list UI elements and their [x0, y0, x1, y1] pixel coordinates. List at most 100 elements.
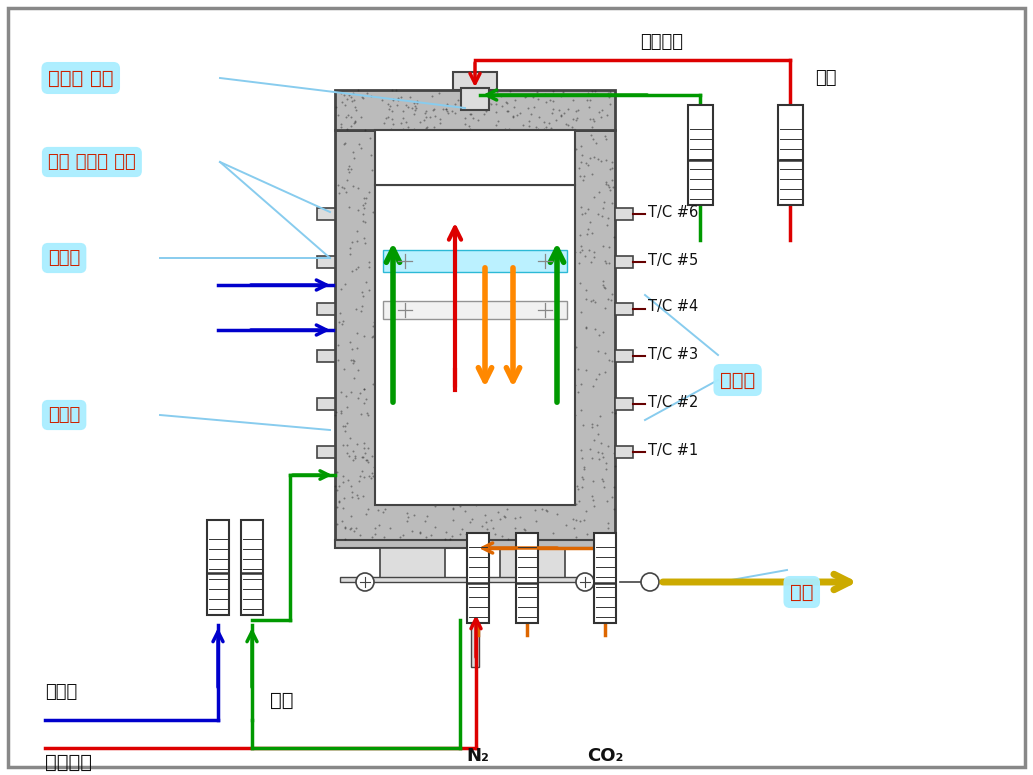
Point [349, 182, 366, 195]
Point [580, 88, 596, 100]
Point [410, 148, 427, 160]
Point [529, 86, 545, 98]
Point [583, 295, 599, 308]
Point [600, 257, 617, 270]
Point [585, 133, 601, 146]
Point [577, 157, 594, 170]
Point [526, 101, 542, 113]
Point [356, 471, 373, 484]
Point [340, 109, 356, 121]
Point [365, 329, 381, 342]
Point [489, 125, 505, 137]
Point [453, 170, 470, 183]
Point [598, 178, 615, 191]
Point [571, 277, 588, 289]
Point [365, 470, 381, 482]
Point [573, 378, 590, 391]
Point [593, 111, 609, 123]
Point [468, 499, 484, 512]
Point [577, 292, 594, 305]
Point [331, 495, 347, 508]
Point [442, 533, 459, 546]
Point [605, 446, 622, 459]
Point [571, 246, 588, 258]
Point [597, 301, 614, 314]
Point [343, 343, 359, 355]
Point [601, 98, 618, 110]
Point [354, 91, 371, 104]
Point [357, 447, 374, 460]
Point [596, 347, 613, 360]
Point [590, 446, 606, 458]
Point [355, 490, 372, 502]
Point [587, 295, 603, 308]
Point [335, 95, 351, 108]
Point [574, 473, 591, 485]
Point [354, 300, 371, 312]
Point [597, 366, 614, 378]
Point [328, 466, 345, 478]
Text: N₂: N₂ [467, 747, 490, 765]
Point [488, 119, 504, 131]
Point [328, 518, 345, 530]
Point [394, 133, 410, 146]
Point [595, 275, 612, 288]
Point [478, 523, 495, 536]
Point [553, 109, 569, 121]
Point [558, 519, 574, 532]
Point [364, 467, 380, 479]
Point [376, 131, 393, 143]
Point [577, 363, 594, 376]
Point [533, 503, 550, 515]
Bar [317, 208, 335, 220]
Point [367, 522, 383, 534]
Point [418, 171, 435, 184]
Point [605, 502, 622, 515]
Point [577, 320, 594, 332]
Point [387, 84, 404, 96]
Point [583, 256, 599, 268]
Point [416, 515, 433, 527]
Point [344, 95, 361, 107]
Point [476, 108, 493, 120]
Point [600, 532, 617, 544]
Point [597, 457, 614, 470]
Point [604, 288, 621, 300]
Point [564, 144, 581, 157]
Point [342, 336, 358, 348]
Point [353, 111, 370, 123]
Point [366, 461, 382, 474]
Point [592, 410, 608, 422]
Point [523, 149, 539, 161]
Point [583, 129, 599, 142]
Point [344, 236, 361, 248]
Point [357, 123, 374, 136]
Point [331, 480, 347, 492]
Point [581, 101, 597, 113]
Point [378, 112, 395, 125]
Point [528, 515, 544, 528]
Text: 배기: 배기 [790, 583, 814, 601]
Point [573, 201, 590, 213]
Point [599, 109, 616, 121]
Point [449, 94, 466, 106]
Point [438, 525, 455, 538]
Point [390, 177, 407, 189]
Point [337, 521, 353, 533]
Point [604, 181, 621, 194]
Point [364, 164, 380, 176]
Point [354, 450, 371, 463]
Point [371, 150, 387, 163]
Point [362, 132, 378, 144]
Point [445, 514, 462, 526]
Point [348, 522, 365, 535]
Point [477, 105, 494, 118]
Point [417, 111, 434, 123]
Point [367, 298, 383, 311]
Point [506, 512, 523, 524]
Point [599, 439, 616, 452]
Point [354, 285, 371, 298]
Point [340, 163, 356, 175]
Point [447, 107, 464, 119]
Bar [207, 520, 229, 615]
